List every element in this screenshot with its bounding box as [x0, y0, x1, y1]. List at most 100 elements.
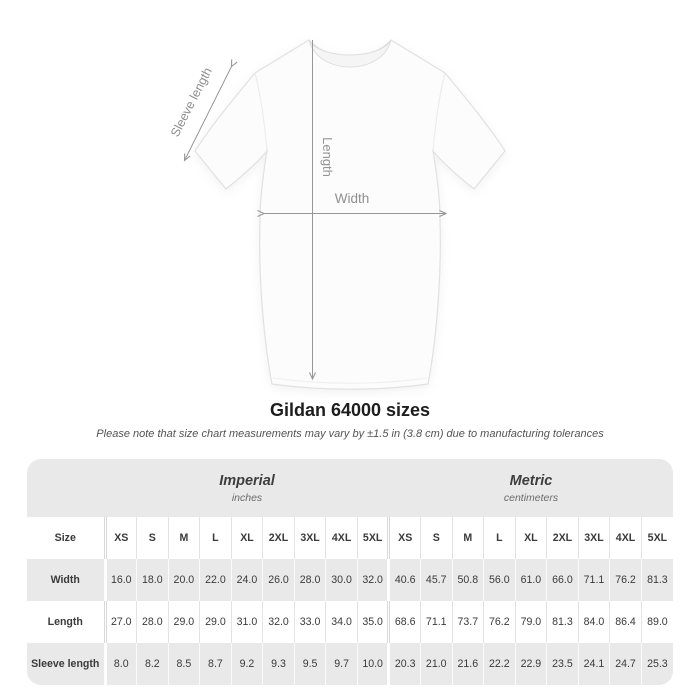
value-width-metric-2XL: 66.0 [546, 559, 579, 601]
value-sleeve-length-metric-M: 21.6 [451, 643, 484, 685]
width-label: Width [335, 191, 370, 206]
value-sleeve-length-metric-S: 21.0 [419, 643, 453, 685]
value-width-imperial-XL: 24.0 [230, 559, 263, 601]
value-width-metric-XL: 61.0 [514, 559, 547, 601]
value-sleeve-length-metric-XL: 22.9 [514, 643, 547, 685]
row-label-width: Width [50, 574, 80, 586]
value-sleeve-length-imperial-XS: 8.0 [103, 643, 137, 685]
value-length-imperial-XL: 31.0 [230, 601, 263, 643]
value-length-imperial-3XL: 33.0 [293, 601, 326, 643]
value-width-metric-S: 45.7 [419, 559, 453, 601]
tolerance-note: Please note that size chart measurements… [96, 428, 604, 440]
value-width-imperial-4XL: 30.0 [325, 559, 358, 601]
value-length-metric-2XL: 81.3 [546, 601, 579, 643]
shirt-measurement-diagram: Length Width Sleeve length [168, 39, 506, 390]
value-sleeve-length-imperial-M: 8.5 [167, 643, 200, 685]
value-width-metric-4XL: 76.2 [609, 559, 642, 601]
size-col-metric-2XL: 2XL [546, 517, 579, 559]
collar [308, 39, 392, 68]
value-length-metric-3XL: 84.0 [577, 601, 610, 643]
value-width-imperial-M: 20.0 [167, 559, 200, 601]
size-col-imperial-XS: XS [103, 517, 137, 559]
value-length-metric-XL: 79.0 [514, 601, 547, 643]
value-width-metric-M: 50.8 [451, 559, 484, 601]
size-table: Size XS S M L XL 2XL 3XL 4XL 5XL XS S M L XL 2XL 3XL 4XL 5… [27, 517, 673, 685]
row-label-sleeve-length: Sleeve length [31, 658, 100, 670]
value-sleeve-length-imperial-3XL: 9.5 [293, 643, 326, 685]
tshirt-illustration [194, 39, 506, 390]
value-length-metric-S: 71.1 [419, 601, 453, 643]
size-col-imperial-3XL: 3XL [293, 517, 326, 559]
imperial-label: Imperial [219, 472, 275, 489]
metric-label: Metric [509, 472, 553, 489]
size-col-imperial-S: S [136, 517, 169, 559]
metric-unit: centimeters [503, 491, 559, 504]
size-header-row: Size XS S M L XL 2XL 3XL 4XL 5XL XS S M L XL 2XL 3XL 4XL 5… [27, 517, 673, 559]
size-col-metric-4XL: 4XL [609, 517, 642, 559]
value-width-imperial-3XL: 28.0 [293, 559, 326, 601]
size-col-imperial-M: M [167, 517, 200, 559]
imperial-unit: inches [231, 491, 263, 504]
size-table-body: Size XS S M L XL 2XL 3XL 4XL 5XL XS S M L XL 2XL 3XL 4XL 5… [27, 517, 673, 685]
measure-row-length: Length 27.0 28.0 29.0 29.0 31.0 32.0 33.0 34.0 35… [27, 601, 673, 643]
value-sleeve-length-metric-L: 22.2 [483, 643, 516, 685]
value-length-metric-XS: 68.6 [387, 601, 421, 643]
value-length-metric-L: 76.2 [483, 601, 516, 643]
value-sleeve-length-metric-5XL: 25.3 [640, 643, 673, 685]
value-width-imperial-XS: 16.0 [103, 559, 137, 601]
value-sleeve-length-metric-XS: 20.3 [387, 643, 421, 685]
size-col-metric-S: S [419, 517, 453, 559]
shirt-svg: Length Width Sleeve length [168, 39, 506, 390]
value-sleeve-length-imperial-S: 8.2 [136, 643, 169, 685]
value-sleeve-length-metric-2XL: 23.5 [546, 643, 579, 685]
value-width-imperial-L: 22.0 [199, 559, 232, 601]
size-col-metric-XS: XS [387, 517, 421, 559]
page-title: Gildan 64000 sizes [269, 400, 431, 420]
metric-section-header: Metric centimeters [389, 473, 673, 504]
value-sleeve-length-metric-4XL: 24.7 [609, 643, 642, 685]
size-col-metric-5XL: 5XL [640, 517, 673, 559]
value-length-metric-M: 73.7 [451, 601, 484, 643]
unit-header-band: Imperial inches Metric centimeters [27, 459, 673, 517]
imperial-section-header: Imperial inches [105, 473, 389, 504]
value-width-imperial-5XL: 32.0 [356, 559, 389, 601]
sleeve-measure-line [183, 59, 238, 162]
value-width-metric-L: 56.0 [483, 559, 516, 601]
value-width-metric-5XL: 81.3 [640, 559, 673, 601]
value-length-imperial-L: 29.0 [199, 601, 232, 643]
title-block: Gildan 64000 sizes Please note that size… [0, 400, 700, 440]
value-sleeve-length-metric-3XL: 24.1 [577, 643, 610, 685]
value-sleeve-length-imperial-5XL: 10.0 [356, 643, 389, 685]
value-sleeve-length-imperial-L: 8.7 [199, 643, 232, 685]
size-col-imperial-2XL: 2XL [262, 517, 295, 559]
size-header-label: Size [54, 532, 76, 544]
value-width-metric-XS: 40.6 [387, 559, 421, 601]
value-length-imperial-4XL: 34.0 [325, 601, 358, 643]
size-col-metric-3XL: 3XL [577, 517, 610, 559]
value-length-imperial-2XL: 32.0 [262, 601, 295, 643]
value-sleeve-length-imperial-2XL: 9.3 [262, 643, 295, 685]
value-length-imperial-M: 29.0 [167, 601, 200, 643]
value-length-imperial-XS: 27.0 [103, 601, 137, 643]
value-length-metric-5XL: 89.0 [640, 601, 673, 643]
value-width-imperial-S: 18.0 [136, 559, 169, 601]
measure-row-width: Width 16.0 18.0 20.0 22.0 24.0 26.0 28.0 30.0 32.… [27, 559, 673, 601]
size-col-imperial-5XL: 5XL [356, 517, 389, 559]
value-length-imperial-S: 28.0 [136, 601, 169, 643]
size-col-imperial-XL: XL [230, 517, 263, 559]
size-chart-card: Imperial inches Metric centimeters Size X… [27, 459, 673, 685]
value-width-metric-3XL: 71.1 [577, 559, 610, 601]
sleeve-length-label: Sleeve length [168, 65, 215, 139]
size-col-metric-XL: XL [514, 517, 547, 559]
size-col-imperial-4XL: 4XL [325, 517, 358, 559]
measure-row-sleeve-length: Sleeve length 8.0 8.2 8.5 8.7 9.2 9.3 9.5 9.7 10.… [27, 643, 673, 685]
size-col-metric-L: L [483, 517, 516, 559]
size-col-imperial-L: L [199, 517, 232, 559]
value-sleeve-length-imperial-XL: 9.2 [230, 643, 263, 685]
value-length-imperial-5XL: 35.0 [356, 601, 389, 643]
value-width-imperial-2XL: 26.0 [262, 559, 295, 601]
row-label-length: Length [47, 616, 83, 628]
size-col-metric-M: M [451, 517, 484, 559]
value-length-metric-4XL: 86.4 [609, 601, 642, 643]
value-sleeve-length-imperial-4XL: 9.7 [325, 643, 358, 685]
